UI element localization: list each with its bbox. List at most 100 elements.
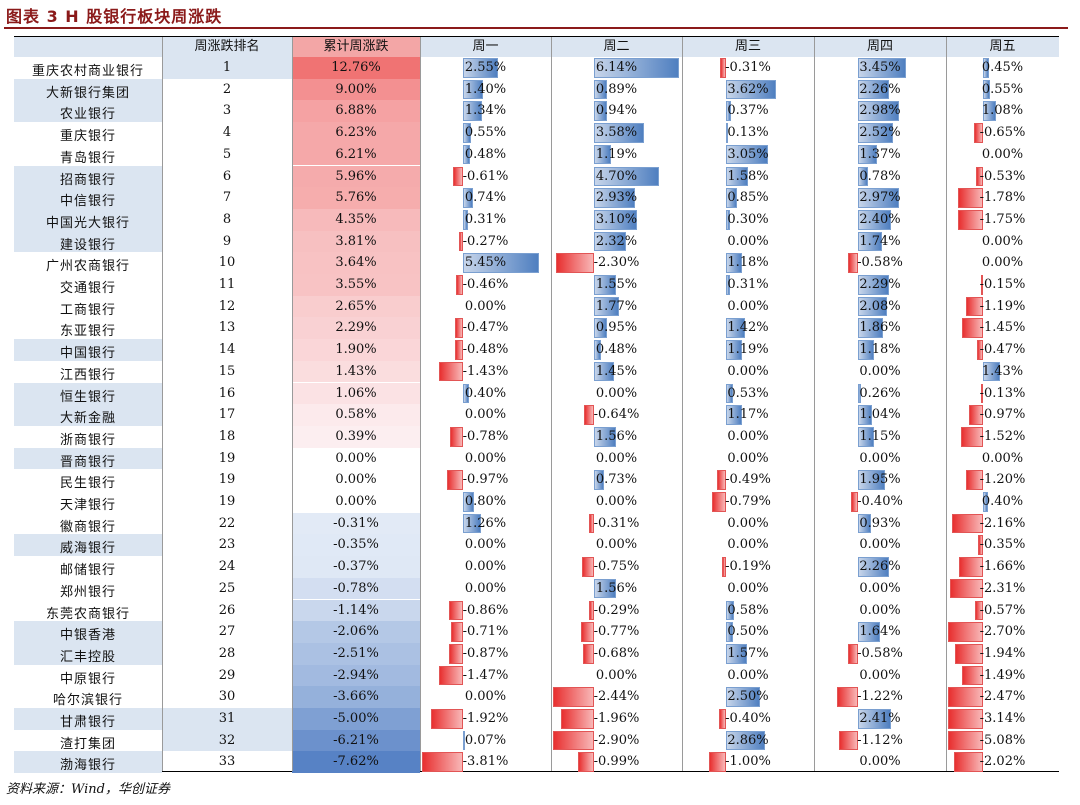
data-table: 周涨跌排名 累计周涨跌 周一 周二 周三 周四 周五 重庆农村商业银行 1 12.76% 2.55…: [14, 36, 1059, 773]
thu-value: 0.93%: [859, 515, 901, 531]
tue-bar: [594, 58, 680, 78]
cumulative-cell: 5.96%: [292, 165, 420, 188]
wed-cell: -0.79%: [682, 491, 814, 513]
cumulative-heat-fill: [292, 512, 420, 535]
rank-cell: 17: [218, 407, 236, 423]
wed-value: 0.50%: [727, 624, 769, 640]
rank-cell: 11: [218, 277, 236, 292]
bank-name-cell: 浙商银行: [14, 426, 162, 448]
fri-value: -2.47%: [979, 689, 1026, 705]
mon-value: -0.47%: [462, 320, 509, 336]
tue-bar: [594, 188, 635, 208]
fri-cell: -0.35%: [946, 534, 1059, 556]
wed-bar: [722, 557, 726, 577]
table-row: 浙商银行 18 0.39% -0.78% 1.56% 0.00% 1.15% -1.52%: [14, 425, 1059, 448]
tue-cell: -0.68%: [551, 643, 682, 665]
fri-value: -2.16%: [979, 515, 1026, 531]
wed-cell: -0.40%: [682, 708, 814, 730]
tue-cell: 2.93%: [551, 187, 682, 209]
cumulative-heat-fill: [292, 317, 420, 340]
thu-cell: -1.22%: [814, 686, 946, 708]
rank-cell: 19: [218, 472, 236, 488]
bank-name-cell: 甘肃银行: [14, 708, 162, 730]
wed-bar: [718, 709, 726, 729]
wed-bar: [725, 643, 748, 664]
fri-value: -3.14%: [979, 711, 1026, 726]
tue-cell: -2.30%: [551, 252, 682, 274]
cumulative-cell: 6.23%: [292, 122, 420, 144]
mon-bar: [450, 426, 464, 447]
cumulative-value: 3.81%: [335, 233, 377, 249]
fri-bar: [959, 557, 984, 577]
rank-cell: 23: [218, 537, 236, 553]
tue-cell: 0.00%: [551, 665, 682, 687]
rank-cell: 33: [218, 754, 236, 770]
mon-cell: 0.00%: [420, 534, 551, 556]
wed-value: 0.00%: [727, 667, 769, 683]
bank-name: 东亚银行: [59, 324, 116, 340]
bank-name-cell: 天津银行: [14, 491, 162, 513]
tue-bar: [594, 231, 627, 252]
table-row: 中银香港 27 -2.06% -0.71% -0.77% 0.50% 1.64% -2.70%: [14, 621, 1059, 643]
mon-cell: -0.86%: [420, 600, 551, 622]
bank-name: 中信银行: [59, 194, 116, 210]
tue-bar: [553, 730, 595, 751]
fri-cell: 0.00%: [946, 252, 1059, 274]
cumulative-value: 0.00%: [335, 472, 377, 488]
mon-cell: -0.61%: [420, 166, 551, 188]
wed-value: -0.79%: [725, 494, 771, 509]
wed-value: -1.00%: [725, 754, 771, 770]
header-rank: 周涨跌排名: [162, 37, 292, 57]
cumulative-cell: 0.00%: [292, 447, 420, 470]
fri-bar: [965, 470, 984, 490]
wed-cell: 3.05%: [682, 144, 814, 166]
tue-bar: [581, 622, 595, 642]
cumulative-cell: 3.81%: [292, 230, 420, 253]
tue-bar: [581, 557, 595, 577]
rank-cell: 4: [222, 125, 232, 141]
bank-name-cell: 广州农商银行: [14, 252, 162, 274]
wed-value: 0.53%: [727, 385, 769, 401]
fri-value: -0.35%: [979, 537, 1026, 553]
bank-name: 中银香港: [59, 628, 116, 644]
wed-cell: 0.00%: [682, 296, 814, 318]
mon-bar: [463, 123, 471, 143]
bank-name: 中国光大银行: [45, 215, 130, 231]
cumulative-cell: -0.35%: [292, 534, 420, 557]
bank-name: 汇丰控股: [59, 649, 116, 665]
cumulative-heat-fill: [292, 556, 420, 578]
cumulative-cell: 2.29%: [292, 317, 420, 340]
mon-cell: -1.43%: [420, 361, 551, 383]
mon-bar: [463, 188, 474, 208]
table-row: 大新金融 17 0.58% 0.00% -0.64% 1.17% 1.04% -0.97%: [14, 404, 1059, 426]
table-row: 中国银行 14 1.90% -0.48% 0.48% 1.19% 1.18% -0.47%: [14, 339, 1059, 361]
rank-cell: 25: [218, 580, 236, 596]
mon-cell: 0.74%: [420, 187, 551, 209]
fri-cell: -2.70%: [946, 621, 1059, 643]
cumulative-value: 1.43%: [335, 363, 377, 379]
thu-cell: 0.93%: [814, 513, 946, 535]
cumulative-heat-fill: [292, 360, 420, 383]
bank-name-cell: 恒生银行: [14, 382, 162, 405]
mon-cell: 0.07%: [420, 730, 551, 752]
cumulative-value: 0.39%: [335, 428, 377, 444]
mon-value: -0.71%: [462, 624, 509, 640]
thu-bar: [857, 426, 874, 447]
table-row: 交通银行 11 3.55% -0.46% 1.55% 0.31% 2.29% -0.15%: [14, 274, 1059, 296]
fri-bar: [948, 687, 984, 707]
fri-bar: [948, 709, 984, 729]
cumulative-heat-fill: [292, 382, 420, 405]
thu-value: 0.26%: [859, 385, 901, 401]
mon-value: 1.40%: [464, 81, 507, 97]
thu-value: 1.95%: [859, 472, 901, 488]
table-row: 重庆银行 4 6.23% 0.55% 3.58% 0.13% 2.52% -0.65%: [14, 122, 1059, 144]
mon-cell: -1.92%: [420, 708, 551, 730]
thu-bar: [847, 253, 858, 273]
bank-name-cell: 中信银行: [14, 187, 162, 209]
rank-cell: 19: [218, 450, 236, 466]
mon-value: -1.92%: [462, 711, 509, 726]
mon-cell: 0.55%: [420, 122, 551, 144]
table-row: 招商银行 6 5.96% -0.61% 4.70% 1.58% 0.78% -0.53%: [14, 165, 1059, 188]
bank-name: 民生银行: [59, 476, 116, 492]
tue-cell: 0.00%: [551, 491, 682, 513]
